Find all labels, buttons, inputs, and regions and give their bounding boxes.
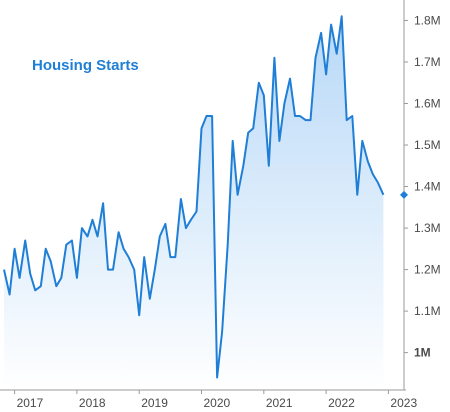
y-tick-label: 1.1M bbox=[414, 304, 441, 318]
series-line bbox=[3, 15, 385, 379]
x-tick-label: 2018 bbox=[79, 396, 106, 410]
x-tick-label: 2021 bbox=[266, 396, 293, 410]
y-tick-label: 1.5M bbox=[414, 138, 441, 152]
x-tick-label: 2022 bbox=[328, 396, 355, 410]
series-area-fill bbox=[4, 16, 384, 391]
y-tick-label: 1.6M bbox=[414, 97, 441, 111]
y-tick-label: 1.7M bbox=[414, 55, 441, 69]
x-tick-label: 2017 bbox=[17, 396, 44, 410]
last-value-marker bbox=[400, 190, 408, 199]
y-tick-label: 1.3M bbox=[414, 221, 441, 235]
y-tick-label: 1.2M bbox=[414, 263, 441, 277]
y-tick-label-1m: 1M bbox=[414, 346, 431, 360]
x-tick-label: 2019 bbox=[141, 396, 168, 410]
x-tick-label: 2020 bbox=[204, 396, 231, 410]
x-tick-label: 2023 bbox=[390, 396, 417, 410]
chart-title: Housing Starts bbox=[32, 57, 139, 74]
y-tick-label: 1.8M bbox=[414, 13, 441, 27]
y-tick-label: 1.4M bbox=[414, 180, 441, 194]
